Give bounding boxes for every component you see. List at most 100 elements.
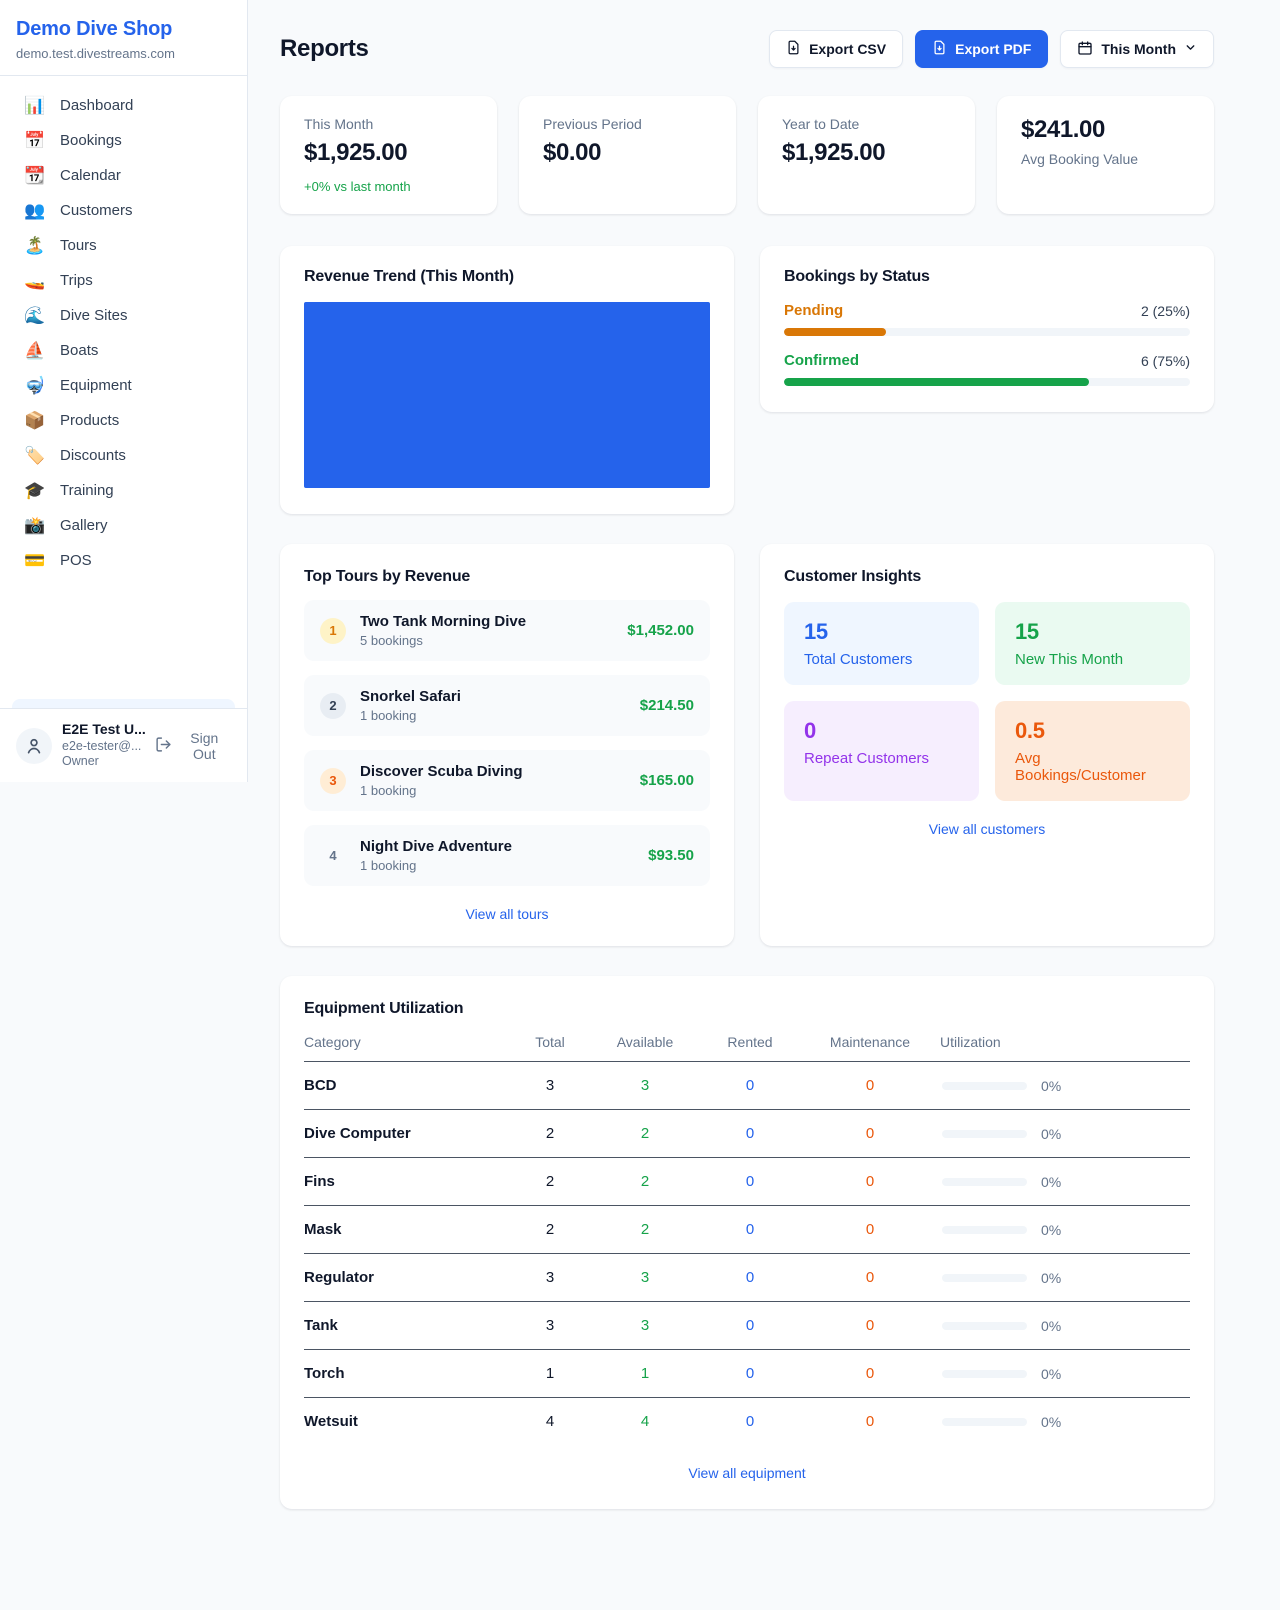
table-row: Regulator 3 3 0 0 0% (304, 1254, 1190, 1302)
cell-available: 2 (640, 1221, 650, 1238)
cell-utilization: 0% (940, 1174, 1190, 1190)
sidebar-item[interactable]: 🤿 Equipment (12, 368, 235, 403)
status-bar-fill (784, 328, 886, 336)
sign-out-button[interactable]: Sign Out (155, 730, 231, 762)
insight-tile: 0.5 Avg Bookings/Customer (995, 701, 1190, 801)
sidebar-item[interactable]: ⛵ Boats (12, 333, 235, 368)
cell-utilization: 0% (940, 1366, 1190, 1382)
gallery-icon: 📸 (24, 516, 46, 535)
sidebar-item-label: Dashboard (60, 97, 134, 114)
cell-total: 3 (545, 1317, 555, 1334)
view-all-customers-link[interactable]: View all customers (784, 821, 1190, 837)
utilization-bar-track (942, 1225, 1027, 1234)
sidebar-item[interactable]: 🎓 Training (12, 473, 235, 508)
insight-tile: 15 New This Month (995, 602, 1190, 685)
sidebar-item-label: Tours (60, 237, 97, 254)
utilization-percent: 0% (1041, 1173, 1062, 1190)
tour-amount: $1,452.00 (627, 622, 694, 639)
insight-label: Avg Bookings/Customer (1015, 750, 1146, 784)
col-rented: Rented (727, 1034, 773, 1050)
cell-maintenance: 0 (865, 1269, 875, 1286)
chevron-down-icon (1184, 41, 1197, 57)
view-all-equipment-link[interactable]: View all equipment (304, 1465, 1190, 1481)
tour-amount: $93.50 (648, 847, 694, 864)
utilization-percent: 0% (1041, 1317, 1062, 1334)
cell-rented: 0 (745, 1365, 755, 1382)
sidebar-item[interactable]: 🏷️ Discounts (12, 438, 235, 473)
sidebar-item-label: Training (60, 482, 114, 499)
sidebar-item-label: Calendar (60, 167, 121, 184)
cell-maintenance: 0 (865, 1317, 875, 1334)
customer-insights-title: Customer Insights (784, 568, 922, 585)
col-category: Category (304, 1034, 361, 1050)
stat-value: $1,925.00 (304, 139, 408, 166)
sidebar-item[interactable]: 👥 Customers (12, 193, 235, 228)
sidebar-item[interactable]: 📆 Calendar (12, 158, 235, 193)
tour-item: 3 Discover Scuba Diving 1 booking $165.0… (304, 750, 710, 811)
table-row: Tank 3 3 0 0 0% (304, 1302, 1190, 1350)
cell-category: Tank (304, 1317, 338, 1334)
table-row: Dive Computer 2 2 0 0 0% (304, 1110, 1190, 1158)
tour-bookings: 5 bookings (360, 633, 423, 648)
sidebar-item[interactable]: 🚤 Trips (12, 263, 235, 298)
stat-card: Avg Booking Value $241.00 (997, 96, 1214, 214)
sidebar-item[interactable]: 💳 POS (12, 543, 235, 578)
sidebar-item[interactable]: 📸 Gallery (12, 508, 235, 543)
user-role: Owner (62, 754, 99, 769)
status-bar-fill (784, 378, 1089, 386)
cell-available: 3 (640, 1077, 650, 1094)
sidebar-item[interactable]: 📅 Bookings (12, 123, 235, 158)
cell-utilization: 0% (940, 1078, 1190, 1094)
status-row: Confirmed 6 (75%) (784, 352, 1190, 386)
insight-tile: 0 Repeat Customers (784, 701, 979, 801)
dive-sites-icon: 🌊 (24, 306, 46, 325)
cell-rented: 0 (745, 1269, 755, 1286)
status-label: Confirmed (784, 352, 859, 369)
sidebar-item-label: Trips (60, 272, 93, 289)
tour-item: 1 Two Tank Morning Dive 5 bookings $1,45… (304, 600, 710, 661)
tour-name: Night Dive Adventure (360, 838, 512, 855)
customers-icon: 👥 (24, 201, 46, 220)
cell-utilization: 0% (940, 1414, 1190, 1430)
products-icon: 📦 (24, 411, 46, 430)
export-csv-button[interactable]: Export CSV (769, 30, 904, 68)
insight-label: Repeat Customers (804, 750, 930, 767)
utilization-percent: 0% (1041, 1413, 1062, 1430)
sidebar-active-item-peek[interactable] (12, 699, 235, 708)
header-actions: Export CSV Export PDF This Month (769, 30, 1214, 68)
rank-badge: 4 (329, 848, 337, 863)
tour-name: Snorkel Safari (360, 688, 461, 705)
cell-rented: 0 (745, 1413, 755, 1430)
sidebar-item-label: Equipment (60, 377, 132, 394)
sidebar-item-label: Products (60, 412, 120, 429)
stat-card: Year to Date $1,925.00 (758, 96, 975, 214)
status-count: 2 (25%) (1140, 302, 1190, 319)
page-title: Reports (280, 35, 369, 62)
sidebar-item[interactable]: 🏝️ Tours (12, 228, 235, 263)
cell-available: 4 (640, 1413, 650, 1430)
cell-rented: 0 (745, 1221, 755, 1238)
export-csv-label: Export CSV (809, 41, 887, 57)
cell-available: 3 (640, 1269, 650, 1286)
sidebar-item[interactable]: 📦 Products (12, 403, 235, 438)
user-avatar-icon (16, 727, 52, 764)
sign-out-label: Sign Out (190, 729, 219, 762)
sidebar-item[interactable]: 📊 Dashboard (12, 88, 235, 123)
main-content: Reports Export CSV Export PDF This Month (280, 0, 1214, 1549)
period-select[interactable]: This Month (1060, 30, 1214, 68)
sidebar-item[interactable]: 🌊 Dive Sites (12, 298, 235, 333)
equipment-utilization-card: Equipment Utilization Category Total Ava… (280, 976, 1214, 1509)
file-download-icon (932, 40, 947, 58)
cell-available: 2 (640, 1125, 650, 1142)
charts-row: Revenue Trend (This Month) Bookings by S… (280, 246, 1214, 514)
tour-item: 4 Night Dive Adventure 1 booking $93.50 (304, 825, 710, 886)
cell-rented: 0 (745, 1125, 755, 1142)
training-icon: 🎓 (24, 481, 46, 500)
export-pdf-button[interactable]: Export PDF (915, 30, 1049, 68)
export-pdf-label: Export PDF (955, 41, 1032, 57)
view-all-tours-link[interactable]: View all tours (304, 906, 710, 922)
cell-total: 4 (545, 1413, 555, 1430)
calendar-icon: 📆 (24, 166, 46, 185)
sidebar-item-label: Bookings (60, 132, 122, 149)
stat-card: Previous Period $0.00 (519, 96, 736, 214)
